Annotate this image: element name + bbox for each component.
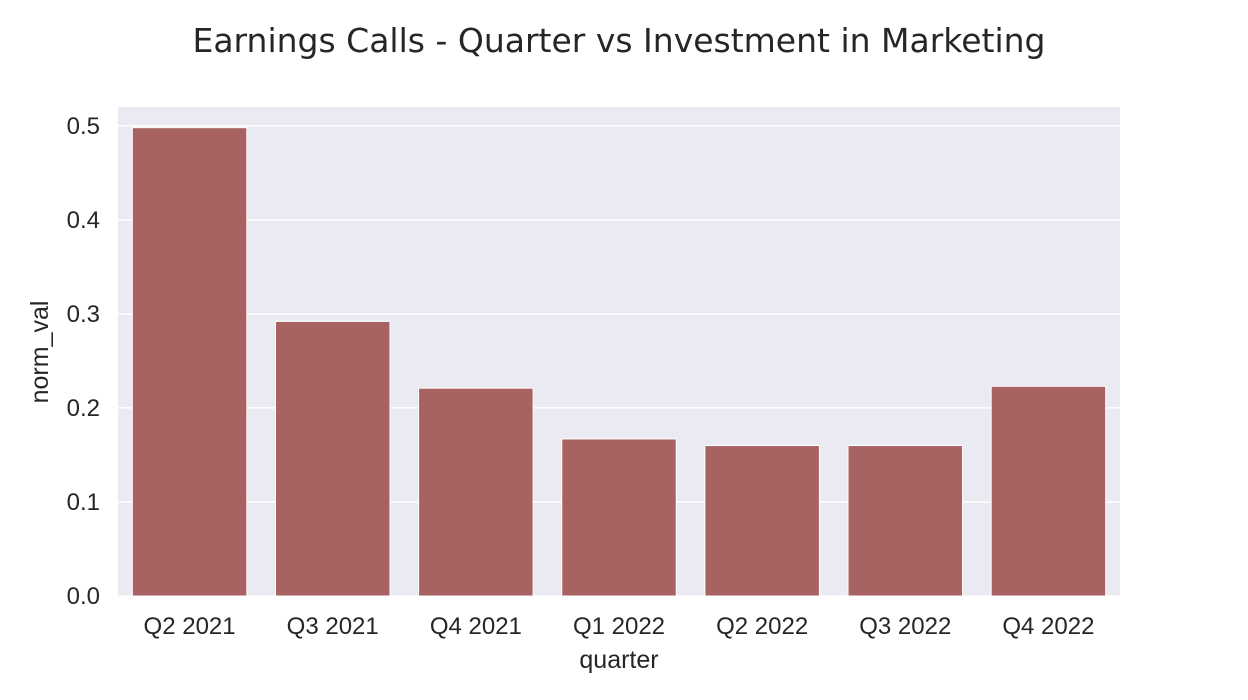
x-tick-labels: Q2 2021 Q3 2021 Q4 2021 Q1 2022 Q2 2022 Q3 20… xyxy=(144,613,1095,640)
bar xyxy=(274,320,391,597)
x-axis-label: quarter xyxy=(579,646,658,674)
x-tick-label: Q3 2022 xyxy=(859,613,951,640)
x-tick-label: Q4 2022 xyxy=(1002,613,1094,640)
x-tick-label: Q2 2022 xyxy=(716,613,808,640)
bar xyxy=(561,438,677,597)
y-tick-label: 0.4 xyxy=(67,207,100,234)
bar xyxy=(131,127,248,597)
x-tick-label: Q1 2022 xyxy=(573,613,665,640)
bar xyxy=(990,385,1107,597)
y-tick-label: 0.0 xyxy=(67,583,100,610)
y-tick-label: 0.1 xyxy=(67,489,100,516)
bar xyxy=(418,387,534,597)
y-axis-label: norm_val xyxy=(26,301,54,404)
bars xyxy=(131,127,1107,597)
bar xyxy=(704,445,820,597)
x-tick-label: Q3 2021 xyxy=(287,613,379,640)
y-tick-labels: 0.0 0.1 0.2 0.3 0.4 0.5 xyxy=(67,113,100,610)
y-tick-label: 0.3 xyxy=(67,301,100,328)
bar xyxy=(847,445,964,597)
x-tick-label: Q2 2021 xyxy=(144,613,236,640)
chart-title: Earnings Calls - Quarter vs Investment i… xyxy=(192,21,1045,60)
y-tick-label: 0.2 xyxy=(67,395,100,422)
y-tick-label: 0.5 xyxy=(67,113,100,140)
x-tick-label: Q4 2021 xyxy=(430,613,522,640)
